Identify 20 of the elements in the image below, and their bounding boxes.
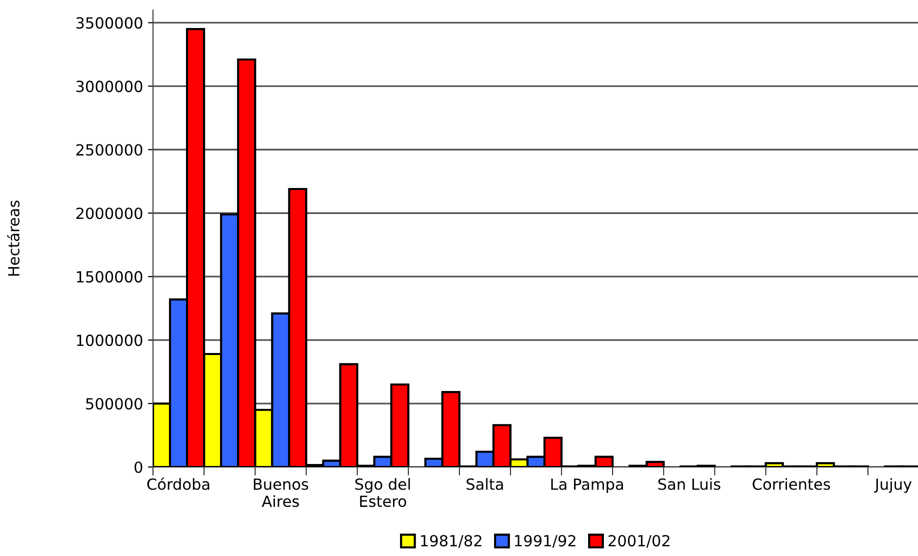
y-tick-label: 1000000	[76, 334, 142, 346]
y-tick-label: 500000	[86, 398, 142, 410]
y-tick-label: 1500000	[76, 271, 142, 283]
x-tick-label: Corrientes	[752, 478, 830, 490]
x-tick-label: Córdoba	[147, 478, 210, 490]
legend-label: 1981/82	[421, 534, 482, 548]
y-tick-label: 2500000	[76, 144, 142, 156]
legend-label: 2001/02	[608, 534, 670, 548]
y-tick-label: 3500000	[76, 17, 142, 29]
y-axis-title: Hectáreas	[7, 200, 20, 276]
legend-label: 1991/92	[515, 534, 576, 548]
x-tick-label: Jujuy	[874, 478, 912, 493]
x-tick-label: Salta	[466, 478, 503, 490]
x-tick-label: San Luis	[658, 478, 720, 490]
y-tick-label: 3000000	[76, 80, 142, 92]
x-tick-label: Sgo del Estero	[355, 478, 410, 508]
x-tick-label: La Pampa	[551, 478, 623, 493]
y-tick-label: 0	[134, 461, 142, 474]
x-tick-label: Buenos Aires	[254, 478, 308, 508]
y-tick-label: 2000000	[76, 208, 142, 220]
